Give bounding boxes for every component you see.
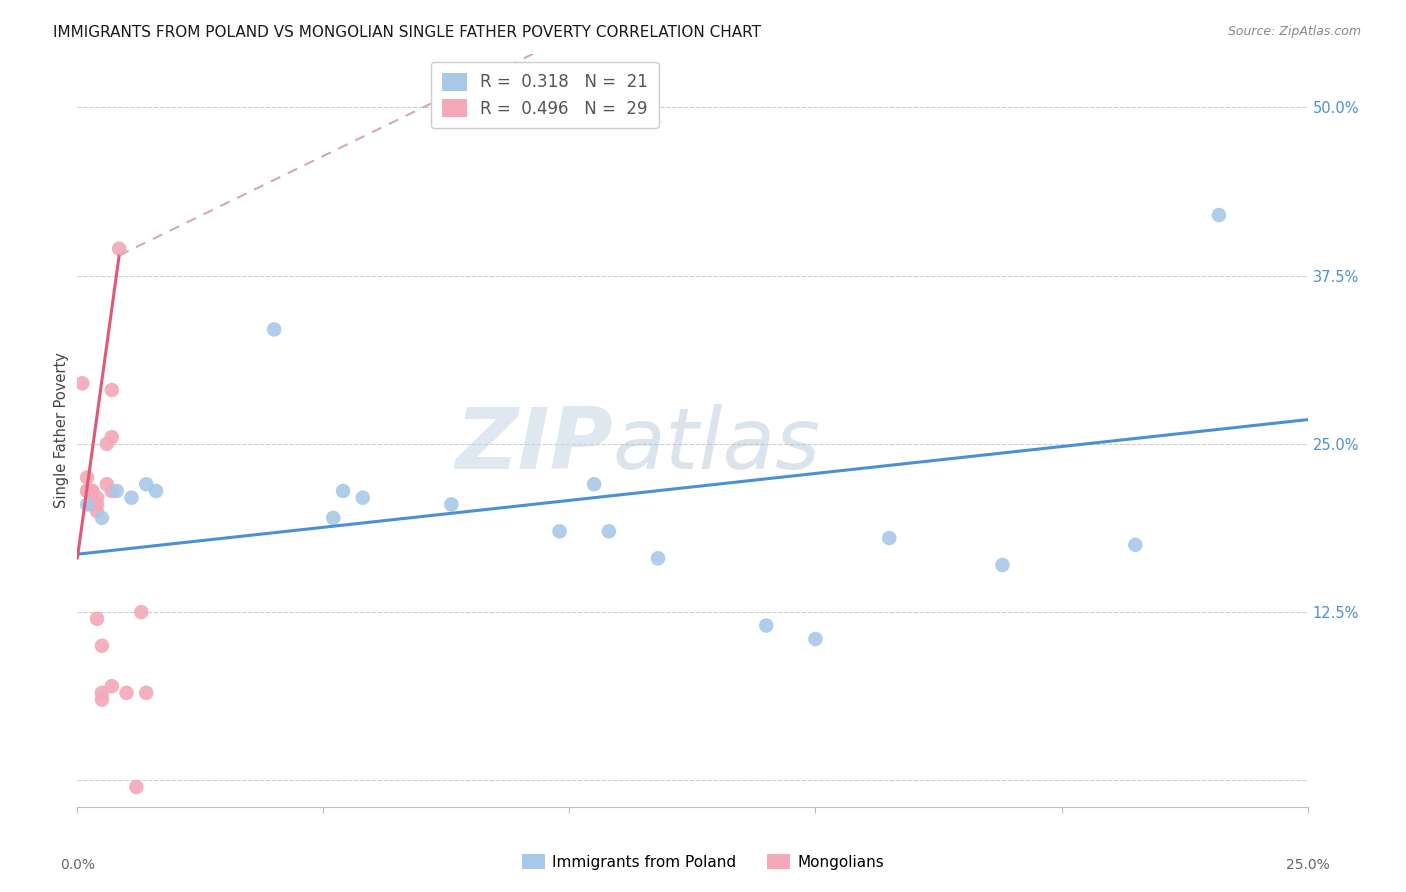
Text: Source: ZipAtlas.com: Source: ZipAtlas.com — [1227, 25, 1361, 38]
Point — [1125, 538, 1147, 552]
Point — [96, 477, 118, 491]
Point — [82, 497, 104, 511]
Point — [90, 639, 114, 653]
Point — [332, 483, 354, 498]
Y-axis label: Single Father Poverty: Single Father Poverty — [53, 352, 69, 508]
Text: ZIP: ZIP — [456, 404, 613, 487]
Point — [90, 511, 114, 525]
Point — [125, 780, 148, 794]
Point — [86, 612, 108, 626]
Point — [135, 686, 157, 700]
Point — [82, 491, 104, 505]
Point — [101, 679, 124, 693]
Point — [76, 483, 98, 498]
Text: IMMIGRANTS FROM POLAND VS MONGOLIAN SINGLE FATHER POVERTY CORRELATION CHART: IMMIGRANTS FROM POLAND VS MONGOLIAN SING… — [53, 25, 762, 40]
Point — [322, 511, 344, 525]
Point — [991, 558, 1014, 572]
Point — [105, 483, 128, 498]
Point — [804, 632, 827, 646]
Legend: Immigrants from Poland, Mongolians: Immigrants from Poland, Mongolians — [515, 846, 891, 877]
Point — [101, 383, 124, 397]
Point — [76, 483, 98, 498]
Point — [96, 437, 118, 451]
Point — [82, 497, 104, 511]
Point — [598, 524, 620, 539]
Point — [86, 497, 108, 511]
Point — [76, 497, 98, 511]
Point — [583, 477, 606, 491]
Text: 0.0%: 0.0% — [60, 858, 94, 872]
Point — [70, 376, 93, 391]
Point — [86, 504, 108, 518]
Point — [263, 322, 285, 336]
Point — [548, 524, 571, 539]
Point — [90, 692, 114, 706]
Point — [76, 470, 98, 484]
Legend: R =  0.318   N =  21, R =  0.496   N =  29: R = 0.318 N = 21, R = 0.496 N = 29 — [430, 62, 659, 128]
Point — [1208, 208, 1230, 222]
Point — [90, 686, 114, 700]
Point — [879, 531, 901, 545]
Point — [755, 618, 778, 632]
Point — [131, 605, 153, 619]
Text: atlas: atlas — [613, 404, 821, 487]
Point — [82, 483, 104, 498]
Point — [352, 491, 374, 505]
Point — [135, 477, 157, 491]
Point — [101, 430, 124, 444]
Point — [101, 483, 124, 498]
Point — [115, 686, 138, 700]
Point — [82, 491, 104, 505]
Point — [121, 491, 143, 505]
Point — [145, 483, 167, 498]
Point — [440, 497, 463, 511]
Point — [647, 551, 669, 566]
Text: 25.0%: 25.0% — [1285, 858, 1330, 872]
Point — [82, 483, 104, 498]
Point — [86, 491, 108, 505]
Point — [82, 491, 104, 505]
Point — [108, 242, 131, 256]
